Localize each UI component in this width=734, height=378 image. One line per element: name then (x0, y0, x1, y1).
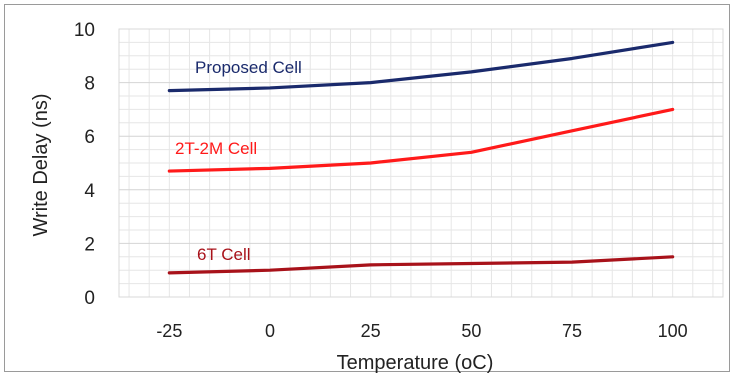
series-layer (167, 40, 675, 275)
y-tick-label: 0 (84, 288, 95, 309)
y-tick-label: 6 (84, 127, 95, 148)
plot-area-border (118, 28, 724, 298)
label-layer: Proposed Cell 2T-2M Cell 6T Cell (175, 58, 302, 264)
x-tick-label: 100 (658, 321, 688, 341)
write-delay-chart: 0 2 4 6 8 10 -25 0 25 50 75 100 Proposed Cell 2T-2M … (30, 20, 724, 374)
x-tick-label: 50 (461, 321, 481, 341)
series-label-2t-2m-cell: 2T-2M Cell (175, 139, 257, 158)
series-line-6t-cell (167, 255, 675, 275)
chart-frame: 0 2 4 6 8 10 -25 0 25 50 75 100 Proposed Cell 2T-2M … (4, 4, 730, 374)
series-line-proposed-cell (167, 40, 675, 93)
y-tick-label: 4 (84, 181, 95, 202)
axis-layer: 0 2 4 6 8 10 -25 0 25 50 75 100 (74, 20, 688, 341)
y-tick-label: 8 (84, 74, 95, 95)
series-label-6t-cell: 6T Cell (197, 245, 251, 264)
y-axis-title: Write Delay (ns) (30, 94, 52, 237)
x-tick-label: 0 (265, 321, 275, 341)
series-label-proposed-cell: Proposed Cell (195, 58, 302, 77)
x-axis-title: Temperature (oC) (337, 352, 494, 373)
y-tick-label: 2 (84, 234, 95, 255)
y-tick-label: 10 (74, 20, 95, 41)
x-tick-label: -25 (156, 321, 182, 341)
x-tick-label: 75 (562, 321, 582, 341)
x-tick-label: 25 (361, 321, 381, 341)
series-line-2t-2m-cell (167, 107, 675, 173)
